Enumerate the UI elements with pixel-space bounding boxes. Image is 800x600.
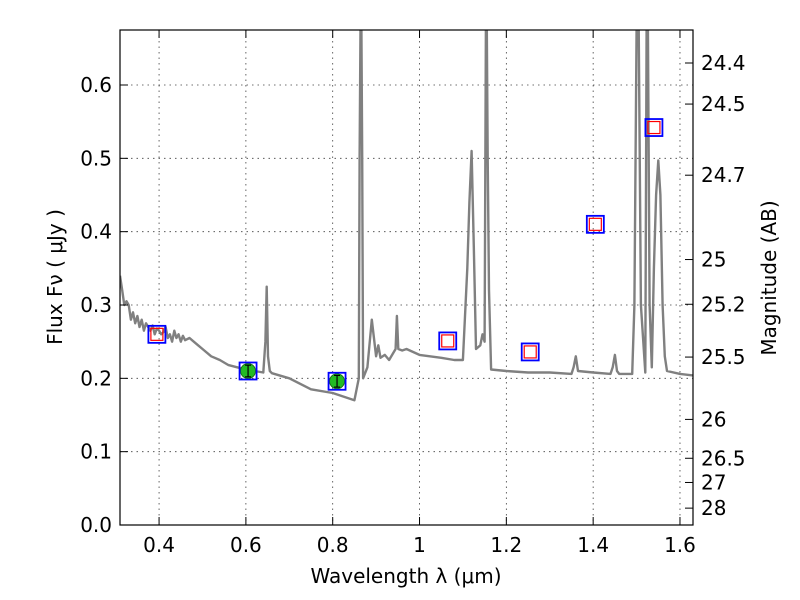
x-tick-label: 1.2 xyxy=(490,533,522,557)
right-tick-label: 25 xyxy=(701,248,726,272)
upper-limit-square xyxy=(647,120,661,135)
right-axis-label: Magnitude (AB) xyxy=(757,200,781,355)
upper-limit-square xyxy=(523,345,537,359)
right-tick-label: 25.2 xyxy=(701,292,746,316)
grid xyxy=(120,30,693,526)
right-tick-label: 24.5 xyxy=(701,92,746,116)
right-tick-label: 27 xyxy=(701,470,726,494)
x-tick-label: 1.4 xyxy=(577,533,609,557)
x-tick-label: 0.8 xyxy=(317,533,349,557)
y-axis-ticks: 0.0 0.1 0.2 0.3 0.4 0.5 0.6 xyxy=(80,73,128,537)
x-axis-label: Wavelength λ (μm) xyxy=(310,564,501,588)
model-flux-square xyxy=(147,324,167,344)
series-layer xyxy=(120,30,693,402)
y-tick-label: 0.0 xyxy=(80,513,112,537)
marker-layer xyxy=(147,118,664,391)
y-tick-label: 0.6 xyxy=(80,73,112,97)
spectrum-line xyxy=(120,30,693,402)
right-tick-label: 26.5 xyxy=(701,446,746,470)
x-tick-label: 0.6 xyxy=(230,533,262,557)
y-tick-label: 0.4 xyxy=(80,220,112,244)
upper-limit-square xyxy=(150,327,164,341)
y-tick-label: 0.3 xyxy=(80,293,112,317)
model-flux-square xyxy=(520,342,540,362)
x-axis-ticks: 0.4 0.6 0.8 1 1.2 1.4 1.6 xyxy=(143,30,696,557)
y-tick-label: 0.2 xyxy=(80,366,112,390)
y-axis-label: Flux Fν ( μJy ) xyxy=(43,209,67,345)
y-tick-label: 0.5 xyxy=(80,146,112,170)
right-tick-label: 28 xyxy=(701,496,726,520)
right-tick-label: 26 xyxy=(701,407,726,431)
model-flux-square xyxy=(585,214,605,234)
plot-frame xyxy=(119,29,694,526)
y-tick-label: 0.1 xyxy=(80,440,112,464)
model-flux-square xyxy=(438,331,458,351)
right-tick-label: 24.7 xyxy=(701,163,746,187)
model-flux-square xyxy=(327,371,347,391)
right-tick-label: 24.4 xyxy=(701,51,746,75)
model-flux-square xyxy=(238,361,258,381)
x-tick-label: 1 xyxy=(413,533,426,557)
x-tick-label: 1.6 xyxy=(664,533,696,557)
model-flux-square xyxy=(644,118,664,137)
right-tick-label: 25.5 xyxy=(701,345,746,369)
upper-limit-square xyxy=(588,217,602,231)
x-tick-label: 0.4 xyxy=(143,533,175,557)
upper-limit-square xyxy=(441,334,455,348)
